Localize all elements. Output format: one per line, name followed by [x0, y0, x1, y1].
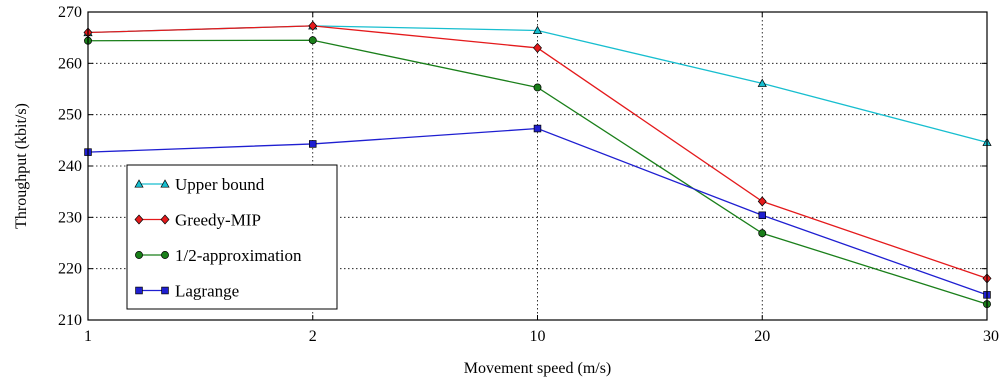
data-point-greedy-mip [757, 196, 767, 207]
series-1-2-approximation [84, 36, 991, 309]
data-point-1-2-approximation [533, 83, 542, 92]
y-tick-label: 240 [58, 158, 82, 175]
data-point-1-2-approximation [758, 229, 767, 238]
y-tick-label: 230 [58, 209, 82, 226]
x-tick-labels: 1 2 10 20 30 [84, 328, 999, 345]
legend-item: Greedy-MIP [134, 211, 261, 230]
grid [88, 12, 987, 320]
x-axis-label: Movement speed (m/s) [464, 360, 612, 377]
legend-marker [134, 179, 144, 188]
y-tick-label: 210 [58, 312, 82, 329]
legend-label: 1/2-approximation [175, 246, 302, 265]
legend-marker [135, 286, 143, 295]
data-point-lagrange [758, 211, 766, 220]
y-tick-label: 260 [58, 55, 82, 72]
data-point-upper-bound [532, 25, 543, 35]
x-tick-label: 30 [983, 328, 999, 345]
y-tick-label: 270 [58, 4, 82, 21]
legend-item: Upper bound [134, 175, 265, 194]
y-tick-labels: 210 220 230 240 250 260 270 [58, 4, 82, 329]
x-tick-label: 10 [530, 328, 546, 345]
legend-marker [160, 214, 170, 225]
x-tick-label: 2 [309, 328, 317, 345]
legend-box [126, 164, 338, 310]
legend-marker [134, 214, 144, 225]
data-point-greedy-mip [533, 42, 542, 53]
ticks [87, 11, 988, 321]
data-point-1-2-approximation [308, 36, 317, 45]
x-tick-label: 20 [754, 328, 770, 345]
legend-label: Lagrange [175, 282, 239, 301]
legend-label: Greedy-MIP [175, 211, 261, 230]
legend-marker [160, 179, 170, 188]
legend-item: 1/2-approximation [135, 246, 302, 265]
legend-marker [161, 286, 169, 295]
legend-label: Upper bound [175, 175, 265, 194]
legend: Upper bound Greedy-MIP 1/2-approximation La… [126, 164, 338, 310]
legend-item: Lagrange [135, 282, 239, 301]
data-point-lagrange [309, 140, 317, 148]
data-point-lagrange [533, 124, 542, 133]
x-tick-label: 1 [84, 328, 92, 345]
y-tick-label: 220 [58, 261, 82, 278]
y-axis-label: Throughput (kbit/s) [13, 103, 30, 229]
data-point-upper-bound [757, 78, 767, 87]
legend-marker [135, 251, 143, 259]
legend-marker [161, 251, 169, 259]
data-point-greedy-mip [308, 20, 318, 31]
y-tick-label: 250 [58, 107, 82, 124]
